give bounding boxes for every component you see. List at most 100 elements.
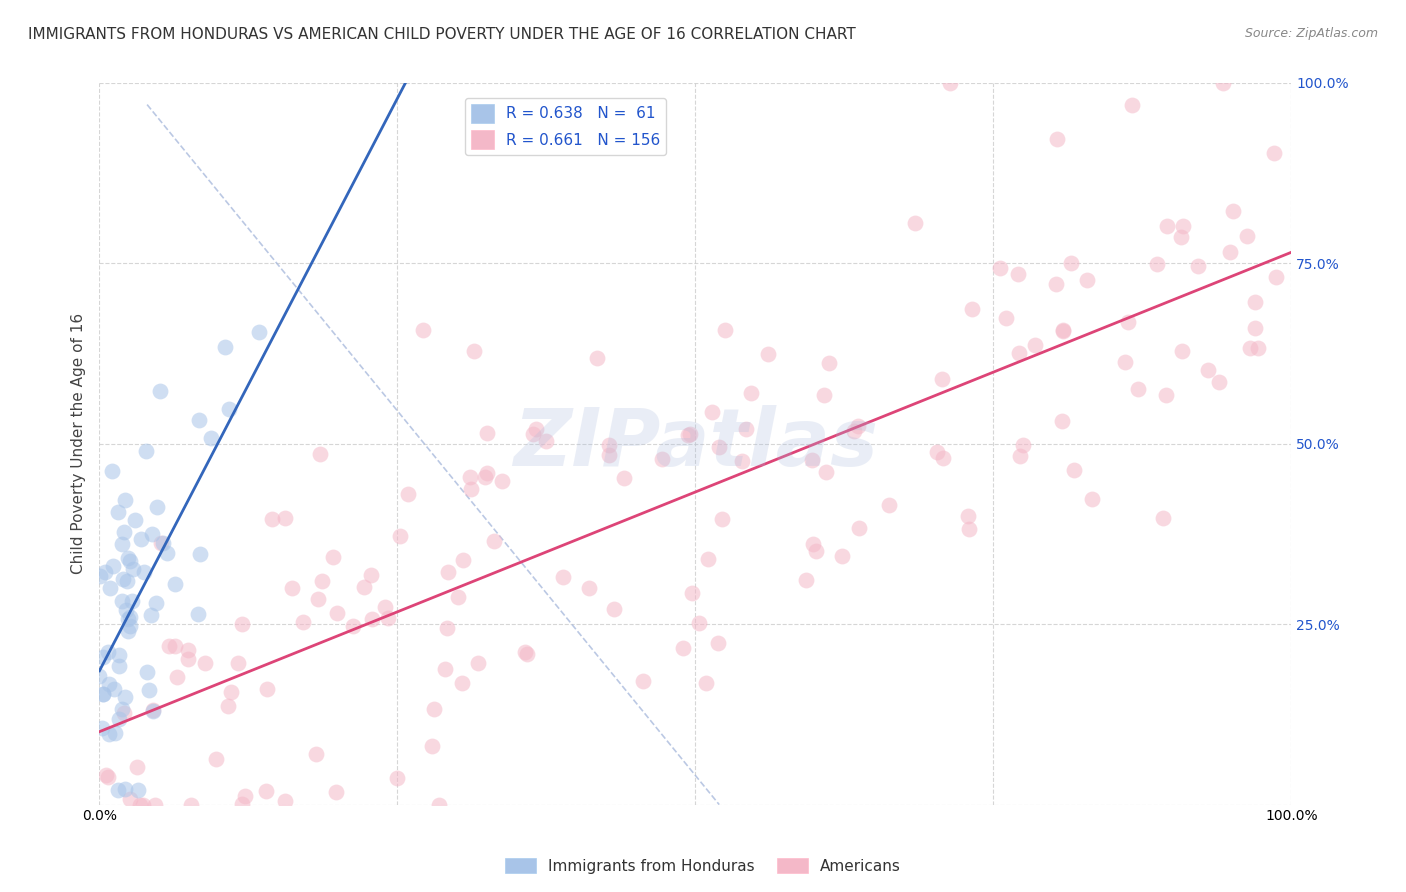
Point — [180, 797, 202, 812]
Point — [308, 447, 330, 461]
Point — [678, 426, 700, 441]
Point — [831, 549, 853, 563]
Point — [89, 569, 111, 583]
Point — [1244, 321, 1267, 335]
Point — [247, 326, 270, 340]
Point — [1052, 323, 1074, 337]
Point — [94, 768, 117, 782]
Point — [112, 706, 135, 720]
Point — [152, 535, 174, 549]
Point — [1222, 203, 1244, 218]
Point — [132, 797, 155, 812]
Point — [120, 619, 142, 633]
Point — [877, 498, 900, 512]
Point — [1219, 245, 1241, 260]
Point — [214, 340, 236, 354]
Point — [513, 645, 536, 659]
Point — [135, 444, 157, 458]
Point — [995, 310, 1018, 325]
Point — [681, 586, 703, 600]
Point — [1171, 343, 1194, 358]
Point — [134, 565, 156, 579]
Point — [814, 465, 837, 479]
Point — [118, 791, 141, 805]
Point — [702, 405, 724, 419]
Point — [695, 675, 717, 690]
Point — [120, 609, 142, 624]
Legend: Immigrants from Honduras, Americans: Immigrants from Honduras, Americans — [499, 852, 907, 880]
Point — [676, 428, 699, 442]
Point — [598, 437, 620, 451]
Y-axis label: Child Poverty Under the Age of 16: Child Poverty Under the Age of 16 — [72, 313, 86, 574]
Point — [139, 607, 162, 622]
Point — [1052, 325, 1074, 339]
Point — [107, 659, 129, 673]
Point — [475, 467, 498, 481]
Text: Source: ZipAtlas.com: Source: ZipAtlas.com — [1244, 27, 1378, 40]
Point — [848, 521, 870, 535]
Point — [142, 704, 165, 718]
Point — [957, 522, 980, 536]
Point — [1116, 315, 1139, 329]
Point — [1187, 259, 1209, 273]
Point — [801, 536, 824, 550]
Point — [844, 424, 866, 438]
Point — [124, 512, 146, 526]
Point — [436, 566, 458, 580]
Point — [194, 656, 217, 670]
Point — [1126, 383, 1149, 397]
Point — [794, 573, 817, 587]
Point — [231, 797, 253, 811]
Point — [1247, 341, 1270, 355]
Point — [988, 260, 1011, 275]
Point — [460, 482, 482, 496]
Point — [111, 537, 134, 551]
Point — [740, 386, 762, 401]
Point — [396, 487, 419, 501]
Point — [114, 690, 136, 704]
Point — [801, 452, 824, 467]
Point — [436, 621, 458, 635]
Point — [291, 615, 314, 630]
Point — [111, 573, 134, 587]
Point — [813, 388, 835, 402]
Point — [1060, 256, 1083, 270]
Point — [1007, 268, 1029, 282]
Point — [93, 687, 115, 701]
Point — [115, 574, 138, 588]
Point — [613, 471, 636, 485]
Point — [120, 554, 142, 568]
Point — [1046, 132, 1069, 146]
Point — [146, 500, 169, 514]
Point — [474, 469, 496, 483]
Point — [385, 772, 408, 786]
Point — [114, 603, 136, 617]
Point — [1024, 338, 1046, 352]
Point — [226, 656, 249, 670]
Point — [91, 650, 114, 665]
Point — [927, 444, 949, 458]
Point — [145, 596, 167, 610]
Point — [960, 302, 983, 317]
Point — [377, 611, 399, 625]
Point — [931, 372, 953, 386]
Point — [156, 546, 179, 560]
Point — [1045, 277, 1067, 291]
Point — [846, 418, 869, 433]
Point — [1121, 98, 1143, 112]
Point — [311, 574, 333, 588]
Point — [1154, 388, 1177, 402]
Text: ZIPatlas: ZIPatlas — [513, 405, 877, 483]
Point — [97, 770, 120, 784]
Point — [1197, 363, 1219, 377]
Point — [458, 470, 481, 484]
Point — [307, 591, 329, 606]
Point — [121, 562, 143, 576]
Point — [117, 624, 139, 638]
Point — [129, 797, 152, 812]
Point — [91, 687, 114, 701]
Point — [142, 703, 165, 717]
Point — [254, 784, 277, 798]
Point — [274, 794, 297, 808]
Point — [714, 323, 737, 337]
